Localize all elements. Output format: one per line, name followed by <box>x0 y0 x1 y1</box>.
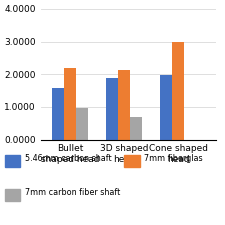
Bar <box>130 117 142 140</box>
Text: 7mm carbon fiber shaft: 7mm carbon fiber shaft <box>25 189 120 198</box>
Text: 5.46mm carbon shaft: 5.46mm carbon shaft <box>25 154 111 163</box>
Bar <box>4 189 20 201</box>
Bar <box>76 108 88 140</box>
Bar <box>4 155 20 167</box>
Bar <box>118 70 130 140</box>
Bar <box>64 68 76 140</box>
Bar <box>160 75 172 140</box>
Bar <box>52 88 64 140</box>
Bar <box>106 78 118 140</box>
Bar <box>124 155 140 167</box>
Text: 7mm fiberglas: 7mm fiberglas <box>144 154 203 163</box>
Bar <box>172 42 184 140</box>
